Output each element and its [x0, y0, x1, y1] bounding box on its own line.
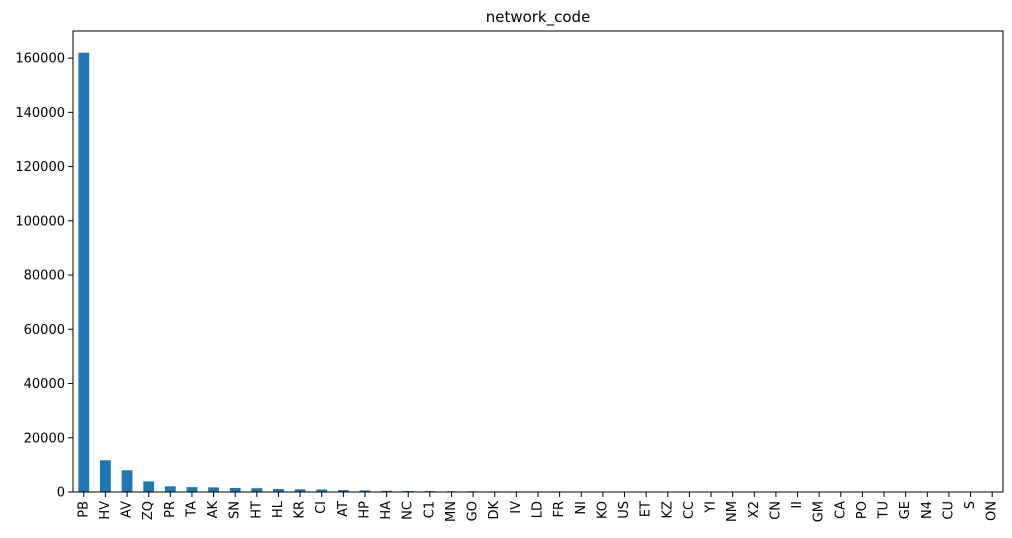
- y-tick-label: 100000: [15, 214, 65, 229]
- y-tick-label: 0: [57, 486, 65, 501]
- bar-hv: [100, 460, 111, 492]
- x-tick-label: CI: [314, 501, 329, 514]
- y-tick-label: 40000: [24, 377, 65, 392]
- x-tick-label: HP: [357, 501, 372, 519]
- x-tick-label: X2: [747, 501, 762, 518]
- bar-ak: [208, 487, 219, 492]
- x-axis: PB HV AV ZQ PR TA AK SN HT HL KR CI AT HP HA NC C1 MN GO DK…: [76, 492, 999, 522]
- x-tick-label: PO: [855, 501, 870, 519]
- x-tick-label: ET: [639, 501, 654, 517]
- x-tick-label: NC: [401, 501, 416, 520]
- y-tick-label: 60000: [24, 323, 65, 338]
- x-tick-label: ZQ: [141, 501, 156, 520]
- x-tick-label: LD: [531, 501, 546, 518]
- x-tick-label: GM: [812, 501, 827, 522]
- x-tick-label: IV: [509, 501, 524, 514]
- x-tick-label: N4: [920, 501, 935, 519]
- x-tick-label: YI: [704, 501, 719, 514]
- y-tick-label: 120000: [15, 160, 65, 175]
- bar-sn: [230, 488, 241, 492]
- x-tick-label: US: [617, 501, 632, 519]
- x-tick-label: S: [963, 501, 978, 509]
- x-tick-label: HV: [98, 501, 113, 520]
- x-tick-label: HT: [249, 501, 264, 519]
- x-tick-label: KO: [595, 501, 610, 519]
- bar-av: [122, 470, 133, 492]
- y-tick-label: 20000: [24, 431, 65, 446]
- x-tick-label: NM: [725, 501, 740, 522]
- x-tick-label: CU: [941, 501, 956, 520]
- x-tick-label: FR: [552, 501, 567, 518]
- bar-ht: [251, 488, 262, 492]
- x-tick-label: CA: [833, 501, 848, 519]
- chart-title: network_code: [486, 8, 591, 27]
- plot-frame: [73, 31, 1003, 492]
- bar-pr: [165, 486, 176, 492]
- x-tick-label: CC: [682, 501, 697, 519]
- x-tick-label: MN: [444, 501, 459, 522]
- y-axis: 0 20000 40000 60000 80000 100000 120000 140000 1…: [15, 52, 73, 501]
- x-tick-label: PR: [163, 501, 178, 518]
- y-tick-label: 80000: [24, 269, 65, 284]
- bar-ta: [187, 487, 198, 492]
- x-tick-label: GE: [898, 501, 913, 519]
- x-tick-label: PB: [76, 501, 91, 518]
- bars: [78, 53, 997, 492]
- x-tick-label: TA: [184, 501, 199, 518]
- y-tick-label: 160000: [15, 52, 65, 67]
- x-tick-label: II: [790, 501, 805, 509]
- x-tick-label: NI: [574, 501, 589, 515]
- bar-pb: [78, 53, 89, 492]
- y-tick-label: 140000: [15, 106, 65, 121]
- x-tick-label: GO: [466, 501, 481, 521]
- x-tick-label: HL: [271, 500, 286, 518]
- x-tick-label: C1: [422, 501, 437, 518]
- x-tick-label: AK: [206, 501, 221, 519]
- x-tick-label: AT: [336, 501, 351, 517]
- x-tick-label: SN: [228, 501, 243, 519]
- x-tick-label: KR: [293, 501, 308, 519]
- x-tick-label: AV: [120, 501, 135, 518]
- x-tick-label: CN: [768, 501, 783, 520]
- x-tick-label: KZ: [660, 501, 675, 519]
- bar-zq: [143, 481, 154, 492]
- x-tick-label: DK: [487, 501, 502, 520]
- x-tick-label: TU: [877, 501, 892, 519]
- x-tick-label: HA: [379, 501, 394, 520]
- x-tick-label: ON: [985, 501, 1000, 521]
